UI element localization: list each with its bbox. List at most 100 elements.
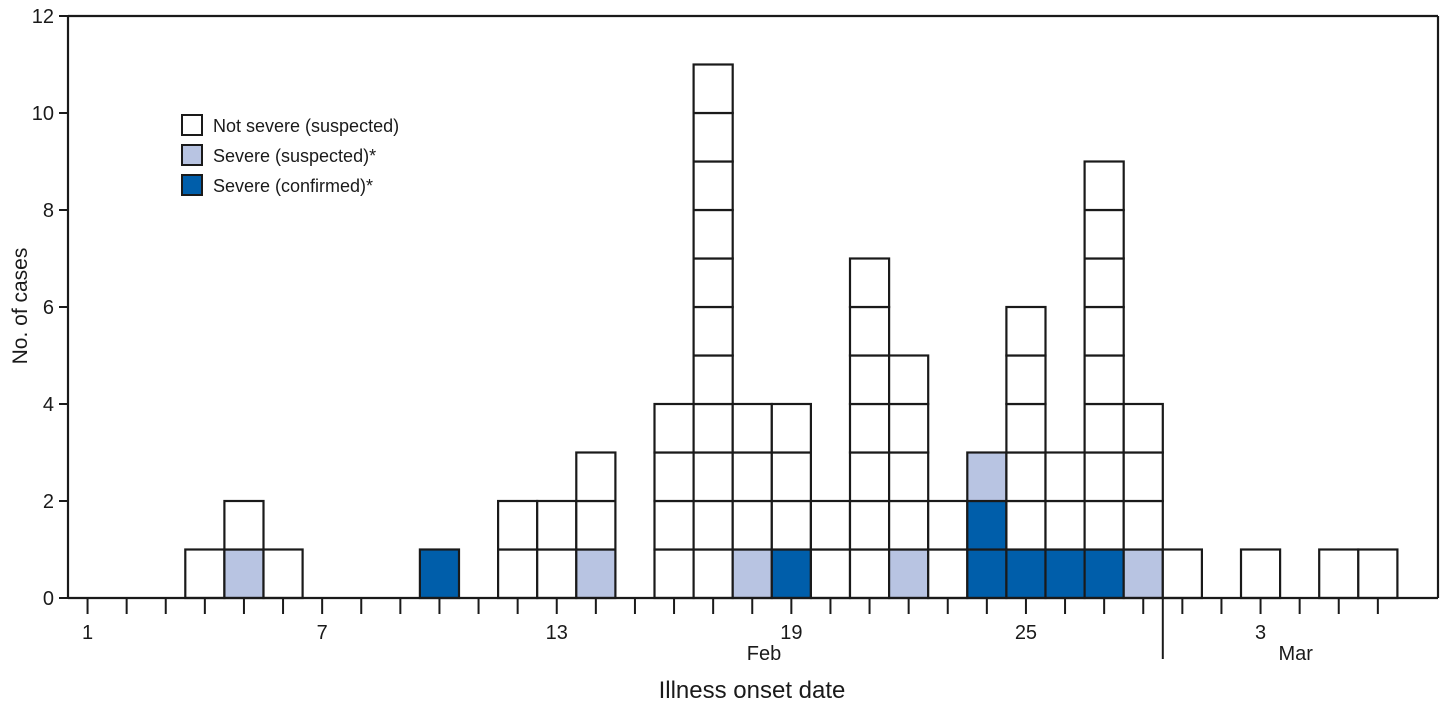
case-box-not-severe-suspected <box>731 499 773 551</box>
case-box-not-severe-suspected <box>692 160 734 212</box>
case-box-not-severe-suspected <box>1044 499 1086 551</box>
case-box-not-severe-suspected <box>262 548 304 600</box>
case-box-not-severe-suspected <box>536 548 578 600</box>
legend: Not severe (suspected) Severe (suspected)… <box>181 114 399 196</box>
y-tick-label: 12 <box>32 6 54 28</box>
case-box-not-severe-suspected <box>1357 548 1399 600</box>
case-box-not-severe-suspected <box>653 402 695 454</box>
case-box-not-severe-suspected <box>1122 499 1164 551</box>
case-box-not-severe-suspected <box>575 499 617 551</box>
x-tick-label: 19 <box>780 622 802 644</box>
case-box-not-severe-suspected <box>1005 305 1047 357</box>
case-box-severe-suspected <box>575 548 617 600</box>
legend-label-not-severe-suspected: Not severe (suspected) <box>213 116 399 136</box>
case-box-not-severe-suspected <box>1083 402 1125 454</box>
month-label-mar: Mar <box>1279 643 1314 665</box>
x-tick-label: 13 <box>546 622 568 644</box>
case-box-not-severe-suspected <box>184 548 226 600</box>
case-box-not-severe-suspected <box>497 548 539 600</box>
case-box-not-severe-suspected <box>692 111 734 163</box>
case-box-not-severe-suspected <box>848 499 891 551</box>
case-box-not-severe-suspected <box>1083 499 1125 551</box>
x-tick-label: 3 <box>1255 622 1266 644</box>
x-tick-label: 25 <box>1015 622 1037 644</box>
case-box-not-severe-suspected <box>1161 548 1204 600</box>
case-box-not-severe-suspected <box>1083 305 1125 357</box>
case-box-not-severe-suspected <box>692 548 734 600</box>
case-box-not-severe-suspected <box>1122 402 1164 454</box>
case-box-not-severe-suspected <box>927 548 969 600</box>
legend-swatch-not-severe-suspected <box>181 114 203 136</box>
case-box-severe-suspected <box>966 451 1008 503</box>
case-box-not-severe-suspected <box>653 451 695 503</box>
case-box-not-severe-suspected <box>1083 160 1125 212</box>
case-box-severe-suspected <box>887 548 930 600</box>
case-box-not-severe-suspected <box>848 354 891 406</box>
case-box-severe-confirmed <box>966 548 1008 600</box>
case-box-not-severe-suspected <box>770 451 812 503</box>
case-box-severe-confirmed <box>770 548 812 600</box>
case-box-severe-confirmed <box>1083 548 1125 600</box>
case-box-severe-suspected <box>1122 548 1164 600</box>
case-box-not-severe-suspected <box>653 499 695 551</box>
case-box-not-severe-suspected <box>770 499 812 551</box>
case-box-not-severe-suspected <box>536 499 578 551</box>
case-box-not-severe-suspected <box>692 305 734 357</box>
case-box-severe-suspected <box>731 548 773 600</box>
case-box-not-severe-suspected <box>887 354 930 406</box>
case-box-severe-confirmed <box>1044 548 1086 600</box>
case-box-not-severe-suspected <box>848 305 891 357</box>
case-box-not-severe-suspected <box>848 402 891 454</box>
case-box-not-severe-suspected <box>575 451 617 503</box>
case-box-not-severe-suspected <box>653 548 695 600</box>
case-box-severe-suspected <box>223 548 265 600</box>
axes-group: 0 2 4 6 8 10 12 1 7 13 19 25 3 Feb Mar <box>32 6 1440 665</box>
case-box-not-severe-suspected <box>1044 451 1086 503</box>
case-box-not-severe-suspected <box>692 402 734 454</box>
case-box-not-severe-suspected <box>848 548 891 600</box>
y-tick-label: 6 <box>43 297 54 319</box>
case-box-not-severe-suspected <box>692 257 734 309</box>
y-tick-label: 4 <box>43 394 54 416</box>
case-box-not-severe-suspected <box>1083 257 1125 309</box>
case-box-not-severe-suspected <box>692 499 734 551</box>
case-box-not-severe-suspected <box>692 208 734 260</box>
x-axis-label: Illness onset date <box>659 677 846 704</box>
y-tick-label: 0 <box>43 588 54 610</box>
case-box-not-severe-suspected <box>223 499 265 551</box>
case-box-not-severe-suspected <box>887 402 930 454</box>
month-label-feb: Feb <box>747 643 781 665</box>
case-box-not-severe-suspected <box>887 451 930 503</box>
y-tick-label: 2 <box>43 491 54 513</box>
case-box-not-severe-suspected <box>809 499 852 551</box>
y-tick-label: 8 <box>43 200 54 222</box>
case-box-not-severe-suspected <box>770 402 812 454</box>
case-box-not-severe-suspected <box>1005 354 1047 406</box>
x-tick-label: 7 <box>317 622 328 644</box>
case-box-severe-confirmed <box>1005 548 1047 600</box>
case-box-not-severe-suspected <box>731 402 773 454</box>
case-box-not-severe-suspected <box>1005 451 1047 503</box>
case-box-not-severe-suspected <box>1239 548 1282 600</box>
case-box-not-severe-suspected <box>1083 451 1125 503</box>
case-box-not-severe-suspected <box>497 499 539 551</box>
case-box-not-severe-suspected <box>1005 499 1047 551</box>
case-box-not-severe-suspected <box>692 63 734 115</box>
legend-label-severe-confirmed: Severe (confirmed)* <box>213 176 373 196</box>
case-box-not-severe-suspected <box>731 451 773 503</box>
case-box-severe-confirmed <box>418 548 461 600</box>
case-box-not-severe-suspected <box>1122 451 1164 503</box>
case-box-not-severe-suspected <box>887 499 930 551</box>
legend-swatch-severe-suspected <box>181 144 203 166</box>
case-box-severe-confirmed <box>966 499 1008 551</box>
case-box-not-severe-suspected <box>692 354 734 406</box>
case-box-not-severe-suspected <box>809 548 852 600</box>
y-tick-label: 10 <box>32 103 54 125</box>
case-box-not-severe-suspected <box>692 451 734 503</box>
case-box-not-severe-suspected <box>927 499 969 551</box>
case-box-not-severe-suspected <box>1083 354 1125 406</box>
case-box-not-severe-suspected <box>1318 548 1360 600</box>
case-box-not-severe-suspected <box>848 257 891 309</box>
bars-group <box>184 63 1399 600</box>
